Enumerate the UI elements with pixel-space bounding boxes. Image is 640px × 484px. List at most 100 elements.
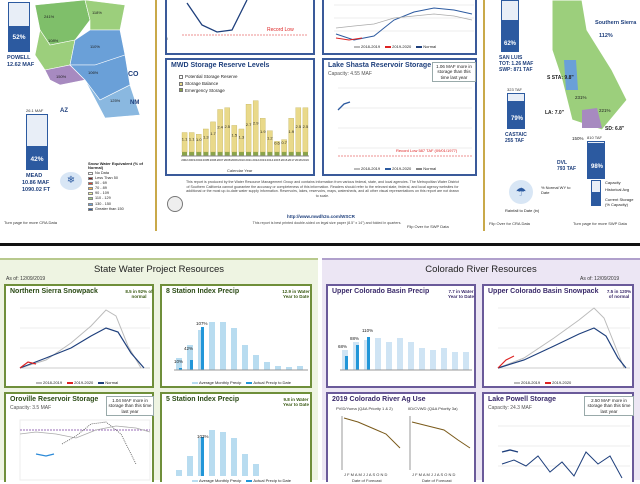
legend-swatch [88,182,93,186]
mwd-bar [181,132,188,153]
legend-swatch [246,381,253,384]
legend-label: 2018-2019 [43,380,63,385]
mwd-seal [167,196,183,212]
cra-ag-sub2: IID/CVWD (Q&A Priority 3a) [408,406,458,411]
legend-label: Potential Storage Reserve [185,74,238,79]
legend-label: Average Monthly Precip [199,380,242,385]
sta-rain: S STA: 9.8" [547,75,574,81]
mwd-bar-label: 1.3 [239,134,245,139]
swp-header: State Water Project Resources [93,264,225,275]
top-page: 52% POWELL 12.62 MAF 241% 118% 108% 110%… [0,0,640,237]
cra-precip-pct-2: 88% [350,336,360,341]
oroville-chart [19,419,151,481]
legend-swatch [416,45,423,48]
swp-snowpack-callout: 8.5 in 92% of normal [125,289,153,300]
legend-item: Normal [416,166,436,171]
legend-label: Normal [423,44,437,49]
legend-item: 2019-2020 [545,380,571,385]
legend-swatch [416,167,423,170]
socal-map-panel: 62% SAN LUIS TOT: 1.26 MAF SWP: 871 TAF … [487,0,640,231]
storage-legend-hist: Historical Avg [605,187,630,192]
mwd-emergency-bar [224,152,230,156]
swp-snowpack-panel: Northern Sierra Snowpack 8.5 in 92% of n… [4,284,154,388]
dvl-gauge: 98% [587,141,605,179]
san-luis-swp: SWP: 871 TAF [499,67,533,73]
legend-label: 2019-2020 [392,44,412,49]
powell-value: 12.62 MAF [7,62,35,68]
shasta-callout: 1.06 MAF more in storage than this time … [432,62,476,83]
legend-swatch [88,171,93,175]
sd-rain: SD: 6.8" [605,126,625,132]
legend-label: Average Monthly Precip [199,478,242,483]
swp-snowpack-title: Northern Sierra Snowpack [10,288,98,295]
svg-text:250: 250 [167,37,168,41]
legend-label: 90 - 109 [95,191,109,196]
mead-value1: 10.86 MAF [22,180,50,186]
mwd-x-tick: 2006 [210,158,217,162]
powell-pct: 52% [12,34,26,41]
swp-precip2-title: 5 Station Index Precip [166,396,240,403]
swp-snowpack-chart [19,307,150,369]
mwd-bar-label: 1.1 [182,136,188,141]
cra-powell-panel: Lake Powell Storage Capacity: 24.3 MAF 2… [482,392,634,482]
mwd-bar-label: 2.4 [217,125,223,130]
mid-footer: Flip Over for SWP Data [407,224,449,229]
cra-precip-pct-1: 68% [338,344,348,349]
mwd-emergency-bar [267,152,273,156]
snow-legend-item: 110 - 129 [88,196,152,201]
legend-item: Normal [416,44,436,49]
legend-label: 2018-2019 [521,380,541,385]
cra-ag-xlabel-2: Date of Forecast [422,478,452,483]
cra-powell-title: Lake Powell Storage [488,396,557,403]
storage-legend-gauge [591,180,601,206]
mwd-bar-label: 2.5 [303,124,309,129]
svg-text:110%: 110% [90,44,100,49]
swp-precip2-pct: 103% [197,434,209,439]
website-link[interactable]: http://www.mwdh2o.com/WSCR [287,214,355,219]
svg-text:118%: 118% [92,10,102,15]
mwd-x-tick: 2013 [259,158,266,162]
mwd-emergency-bar [274,152,280,156]
cra-ag-chart [341,416,471,470]
mwd-x-tick: 2005 [203,158,210,162]
svg-text:125%: 125% [110,98,121,103]
cra-powell-callout: 2.50 MAF more in storage than this time … [584,396,634,417]
legend-item: Average Monthly Precip [192,478,241,483]
legend-swatch [88,207,93,211]
svg-text:150%: 150% [56,74,67,79]
legend-swatch [385,167,392,170]
snow-legend-item: No Data [88,171,152,176]
snow-legend-item: 90 - 109 [88,191,152,196]
cra-powell-capacity: Capacity: 24.3 MAF [488,405,532,411]
mwd-bar-label: 1.1 [189,136,195,141]
mwd-bar [217,109,223,153]
california-map [551,0,628,131]
legend-swatch [545,381,552,384]
mwd-emergency-bar [203,152,209,156]
swp-section: State Water Project Resources As of: 12/… [0,258,318,483]
oroville-capacity: Capacity: 3.5 MAF [10,405,52,411]
mwd-emergency-bar [210,152,216,156]
mwd-x-tick: 2019 [302,158,309,162]
snow-legend-item: Less Than 50 [88,176,152,181]
printed-note: This report is best printed double-sided… [252,221,402,225]
mwd-x-tick: 2002 [181,158,188,162]
san-luis-gauge: 62% [501,0,519,52]
swp-precip1-title: 8 Station Index Precip [166,288,240,295]
legend-swatch [179,88,183,93]
mwd-bar [281,139,287,153]
cra-precip-pct-3: 110% [362,328,374,333]
legend-label: 2019-2020 [392,166,412,171]
mwd-x-tick: 2012 [252,158,259,162]
legend-swatch [98,381,105,384]
mwd-legend-item: Potential Storage Reserve [179,74,238,81]
page-separator [0,237,640,253]
mwd-x-tick: 2008 [224,158,231,162]
legend-swatch [88,192,93,196]
mwd-emergency-bar [281,152,287,156]
legend-item: 2018-2019 [36,380,62,385]
legend-swatch [67,381,74,384]
legend-swatch [354,45,360,48]
left-footer: Turn page for more CRA Data [4,220,57,225]
cra-ag-sub1: PVID/Yuma (Q&A Priority 1 & 2) [336,406,393,411]
